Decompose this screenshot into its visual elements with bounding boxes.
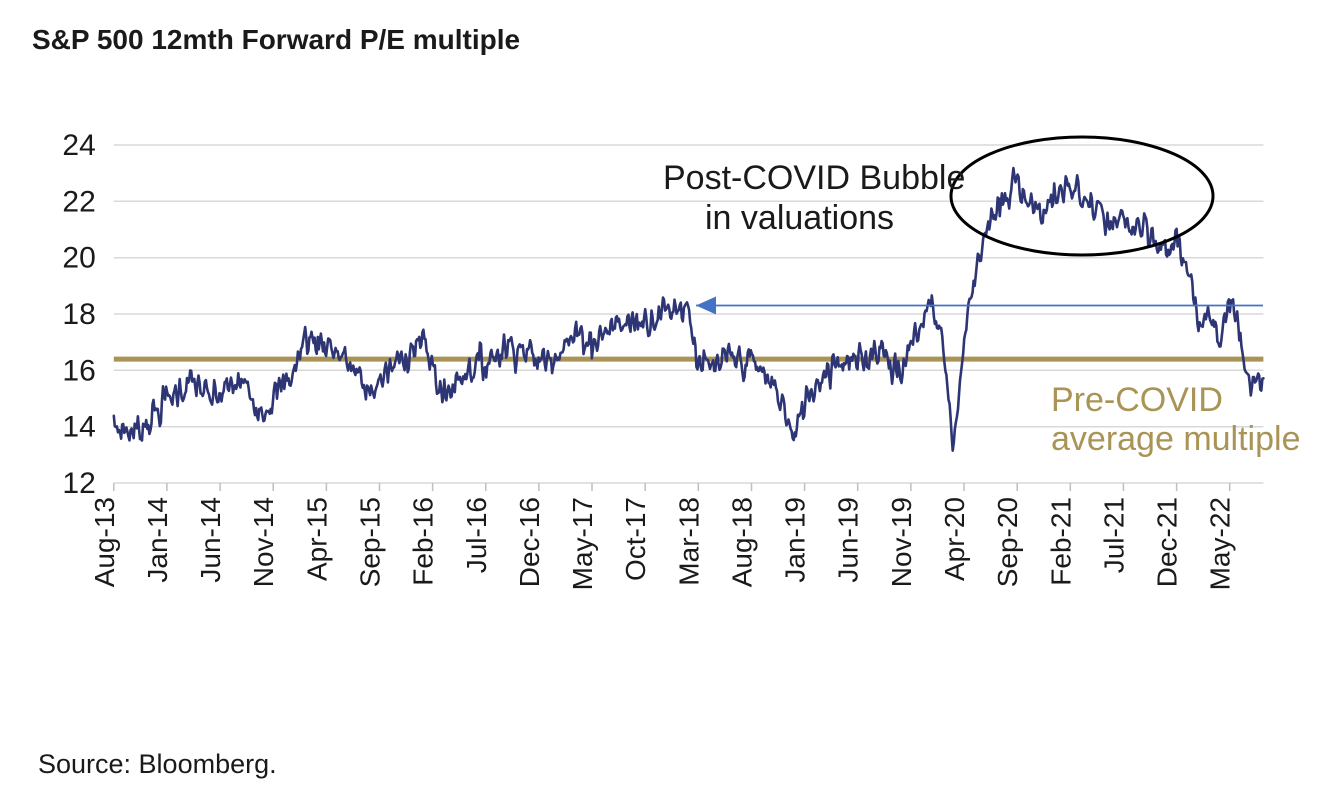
svg-text:Dec-21: Dec-21 xyxy=(1152,497,1183,587)
svg-text:in valuations: in valuations xyxy=(705,199,894,237)
svg-text:May-22: May-22 xyxy=(1205,497,1236,590)
svg-text:16: 16 xyxy=(62,354,95,387)
svg-text:Dec-16: Dec-16 xyxy=(514,497,545,587)
svg-text:Sep-20: Sep-20 xyxy=(992,497,1023,587)
svg-text:Feb-21: Feb-21 xyxy=(1045,497,1076,586)
svg-text:24: 24 xyxy=(62,129,95,162)
svg-text:Jan-14: Jan-14 xyxy=(142,497,173,583)
svg-text:Nov-14: Nov-14 xyxy=(248,497,279,587)
svg-text:14: 14 xyxy=(62,411,95,444)
svg-text:20: 20 xyxy=(62,242,95,275)
svg-text:Aug-13: Aug-13 xyxy=(89,497,120,587)
svg-text:average multiple: average multiple xyxy=(1051,420,1300,458)
svg-text:Apr-15: Apr-15 xyxy=(301,497,332,581)
svg-text:Jan-19: Jan-19 xyxy=(780,497,811,583)
svg-text:Jul-16: Jul-16 xyxy=(461,497,492,573)
svg-text:22: 22 xyxy=(62,185,95,218)
svg-text:Mar-18: Mar-18 xyxy=(673,497,704,586)
svg-text:Sep-15: Sep-15 xyxy=(355,497,386,587)
svg-text:12: 12 xyxy=(62,467,95,500)
svg-text:18: 18 xyxy=(62,298,95,331)
svg-text:Jul-21: Jul-21 xyxy=(1098,497,1129,573)
svg-text:Apr-20: Apr-20 xyxy=(939,497,970,581)
svg-text:Oct-17: Oct-17 xyxy=(620,497,651,581)
svg-text:Jun-19: Jun-19 xyxy=(833,497,864,583)
svg-text:Nov-19: Nov-19 xyxy=(886,497,917,587)
svg-text:Pre-COVID: Pre-COVID xyxy=(1051,381,1223,419)
svg-text:Aug-18: Aug-18 xyxy=(727,497,758,587)
svg-text:May-17: May-17 xyxy=(567,497,598,590)
svg-text:Jun-14: Jun-14 xyxy=(195,497,226,583)
svg-text:Post-COVID Bubble: Post-COVID Bubble xyxy=(663,159,965,197)
svg-text:Feb-16: Feb-16 xyxy=(408,497,439,586)
